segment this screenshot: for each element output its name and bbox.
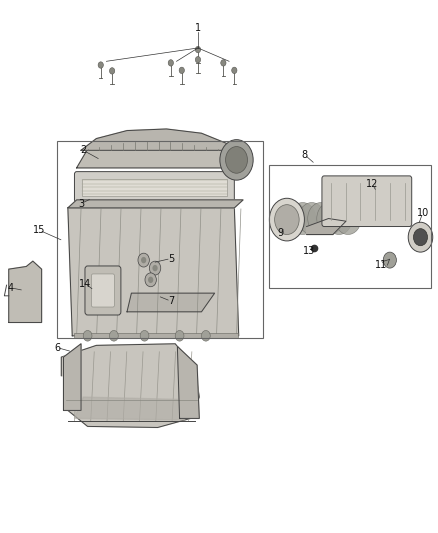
Text: 2: 2 [80, 146, 86, 155]
Circle shape [149, 261, 161, 275]
Circle shape [195, 56, 201, 63]
Text: 10: 10 [417, 208, 429, 218]
Text: 13: 13 [303, 246, 315, 255]
Circle shape [299, 203, 325, 235]
Circle shape [317, 203, 343, 235]
Circle shape [220, 140, 253, 180]
Circle shape [141, 257, 146, 263]
Bar [74, 333, 238, 338]
Polygon shape [9, 261, 42, 322]
Polygon shape [307, 219, 346, 235]
Circle shape [138, 253, 149, 267]
FancyBboxPatch shape [92, 274, 114, 307]
Text: 4: 4 [8, 283, 14, 293]
Circle shape [152, 265, 158, 271]
Circle shape [408, 222, 433, 252]
Circle shape [83, 330, 92, 341]
Polygon shape [81, 129, 239, 150]
Circle shape [226, 147, 247, 173]
Circle shape [308, 203, 334, 235]
Polygon shape [68, 200, 243, 208]
Circle shape [326, 203, 352, 235]
Polygon shape [68, 208, 239, 336]
Text: 11: 11 [375, 260, 387, 270]
Circle shape [110, 330, 118, 341]
Circle shape [413, 229, 427, 246]
Circle shape [335, 203, 361, 235]
Circle shape [280, 203, 307, 235]
Text: 5: 5 [168, 254, 174, 263]
Text: 1: 1 [195, 23, 201, 33]
Bar [269, 165, 431, 288]
Polygon shape [74, 397, 193, 420]
Text: 9: 9 [277, 229, 283, 238]
Text: 14: 14 [79, 279, 92, 288]
Circle shape [383, 252, 396, 268]
Bar [82, 179, 227, 196]
Circle shape [148, 277, 153, 283]
Text: 12: 12 [366, 179, 378, 189]
Circle shape [98, 62, 103, 68]
FancyBboxPatch shape [74, 172, 234, 203]
Text: 6: 6 [54, 343, 60, 352]
Text: 7: 7 [168, 296, 174, 306]
Circle shape [179, 67, 184, 74]
Circle shape [175, 330, 184, 341]
Bar [57, 141, 263, 338]
Polygon shape [77, 149, 243, 168]
Circle shape [269, 198, 304, 241]
Circle shape [168, 60, 173, 66]
Circle shape [290, 203, 316, 235]
Circle shape [201, 330, 210, 341]
Circle shape [232, 67, 237, 74]
Circle shape [110, 68, 115, 74]
FancyBboxPatch shape [322, 176, 412, 227]
Text: 3: 3 [78, 199, 84, 208]
Circle shape [195, 46, 201, 53]
Circle shape [221, 60, 226, 66]
Polygon shape [64, 344, 81, 410]
Polygon shape [127, 293, 215, 312]
Circle shape [145, 273, 156, 287]
Polygon shape [177, 346, 199, 418]
Text: 15: 15 [33, 225, 46, 235]
Circle shape [140, 330, 149, 341]
Polygon shape [61, 344, 199, 427]
Text: 8: 8 [301, 150, 307, 159]
Circle shape [275, 205, 299, 235]
FancyBboxPatch shape [85, 266, 121, 315]
